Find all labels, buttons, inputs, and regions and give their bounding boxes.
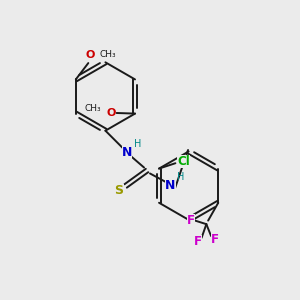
Text: F: F (211, 233, 219, 246)
Text: N: N (122, 146, 132, 159)
Text: H: H (177, 172, 184, 182)
Text: N: N (165, 179, 175, 192)
Text: H: H (134, 139, 141, 149)
Text: O: O (85, 50, 94, 60)
Text: Cl: Cl (177, 155, 190, 168)
Text: S: S (115, 184, 124, 197)
Text: O: O (106, 108, 116, 118)
Text: CH₃: CH₃ (100, 50, 116, 58)
Text: F: F (194, 235, 202, 248)
Text: CH₃: CH₃ (85, 104, 101, 113)
Text: F: F (187, 214, 195, 227)
